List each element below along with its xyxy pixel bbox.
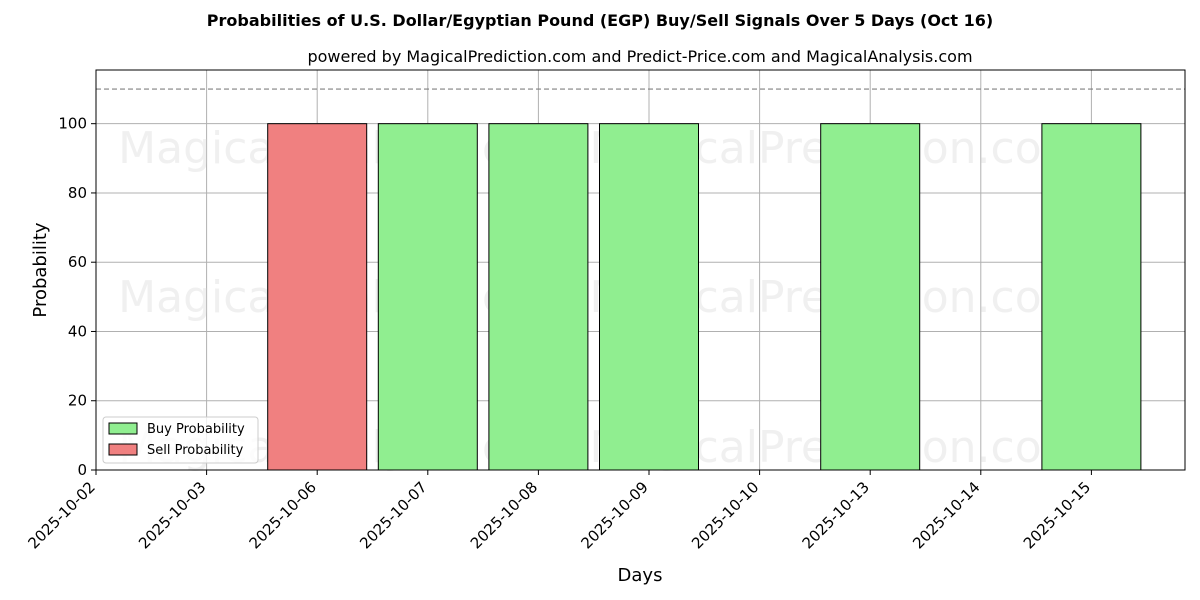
- buy-bar: [599, 123, 699, 471]
- y-tick-label: 40: [68, 322, 87, 340]
- y-tick-label: 20: [68, 392, 87, 410]
- y-axis-label: Probability: [30, 222, 51, 317]
- x-axis-label: Days: [618, 565, 663, 586]
- legend-swatch-buy: [108, 422, 138, 435]
- chart-title: Probabilities of U.S. Dollar/Egyptian Po…: [207, 11, 993, 30]
- legend-label-buy: Buy Probability: [147, 422, 245, 437]
- legend: Buy Probability Sell Probability: [102, 416, 259, 464]
- bars: [267, 123, 1142, 471]
- y-tick-label: 0: [77, 461, 87, 479]
- x-tick-label: 2025-10-09: [577, 478, 651, 552]
- buy-bar: [488, 123, 589, 471]
- buy-bar: [1041, 123, 1142, 471]
- x-tick-label: 2025-10-14: [909, 478, 983, 552]
- legend-swatch-sell: [108, 443, 138, 456]
- y-tick-label: 60: [68, 253, 87, 271]
- x-tick-label: 2025-10-03: [135, 478, 209, 552]
- buy-bar: [820, 123, 921, 471]
- buy-bar: [377, 123, 478, 471]
- x-axis: 2025-10-02 2025-10-03 2025-10-06 2025-10-07…: [24, 470, 1094, 552]
- x-tick-label: 2025-10-08: [467, 478, 541, 552]
- chart-subtitle: powered by MagicalPrediction.com and Pre…: [307, 47, 972, 66]
- x-tick-label: 2025-10-02: [24, 478, 98, 552]
- x-tick-label: 2025-10-15: [1020, 478, 1094, 552]
- x-tick-label: 2025-10-07: [356, 478, 430, 552]
- x-tick-label: 2025-10-10: [688, 478, 762, 552]
- x-tick-label: 2025-10-13: [799, 478, 873, 552]
- plot-frame: [95, 69, 1186, 471]
- x-tick-label: 2025-10-06: [246, 478, 320, 552]
- y-axis: 0 20 40 60 80 100: [58, 115, 96, 479]
- y-tick-label: 100: [58, 115, 87, 133]
- legend-label-sell: Sell Probability: [147, 443, 244, 458]
- sell-bar: [267, 123, 368, 471]
- y-tick-label: 80: [68, 184, 87, 202]
- legend-box: [102, 416, 259, 464]
